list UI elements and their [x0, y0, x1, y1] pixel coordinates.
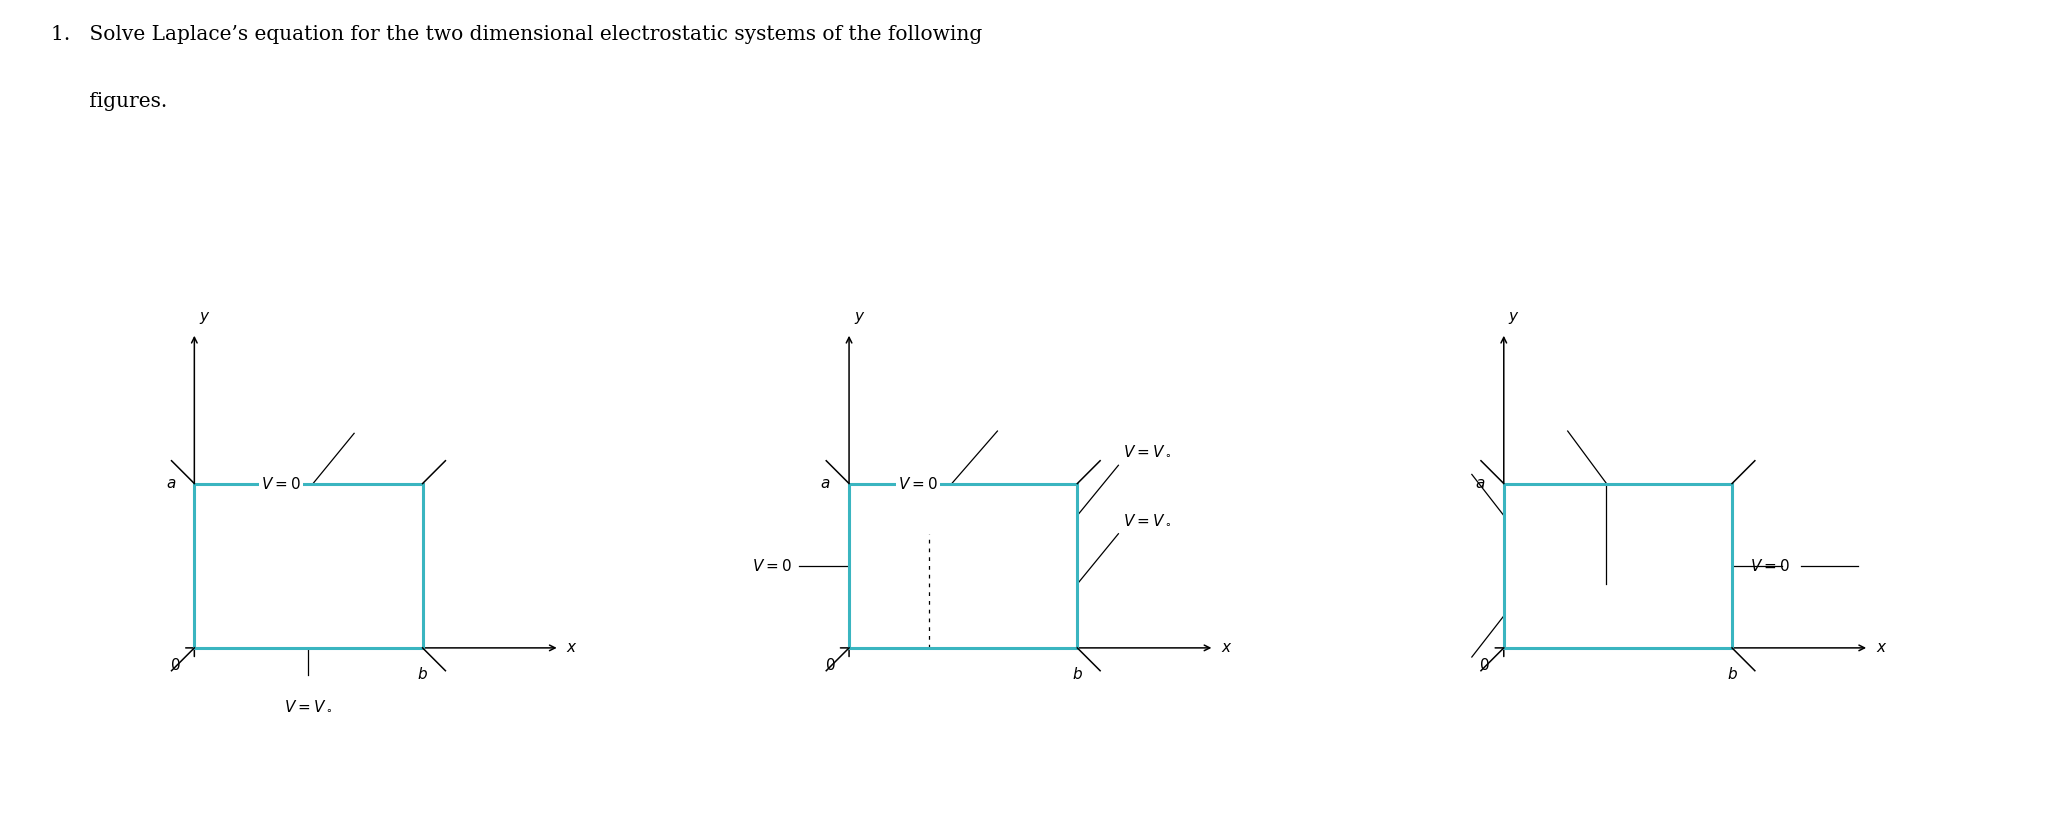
Text: $V = 0$: $V = 0$ [1749, 558, 1790, 574]
Bar [194, 484, 424, 648]
Bar [849, 484, 1078, 648]
Text: $V = 0$: $V = 0$ [898, 475, 937, 491]
Text: $V = 0$: $V = 0$ [262, 475, 301, 491]
Text: $a$: $a$ [166, 476, 176, 490]
Text: $b$: $b$ [1072, 666, 1082, 682]
Text: $x$: $x$ [567, 641, 577, 655]
Text: $V = V_\circ$: $V = V_\circ$ [1123, 444, 1172, 459]
Text: figures.: figures. [51, 92, 168, 111]
Text: $y$: $y$ [853, 310, 865, 326]
Text: $b$: $b$ [417, 666, 428, 682]
Text: 1.   Solve Laplace’s equation for the two dimensional electrostatic systems of t: 1. Solve Laplace’s equation for the two … [51, 25, 982, 44]
Text: $0$: $0$ [170, 657, 180, 673]
Text: $a$: $a$ [820, 476, 831, 490]
Text: $V = 0$: $V = 0$ [753, 558, 792, 574]
Text: $b$: $b$ [1727, 666, 1737, 682]
Text: $V = V_\circ$: $V = V_\circ$ [1123, 512, 1172, 527]
Text: $x$: $x$ [1876, 641, 1886, 655]
Bar [1504, 484, 1733, 648]
Text: $a$: $a$ [1475, 476, 1485, 490]
Text: $y$: $y$ [1508, 310, 1520, 326]
Text: $y$: $y$ [198, 310, 211, 326]
Text: $x$: $x$ [1221, 641, 1232, 655]
Text: $V = V_\circ$: $V = V_\circ$ [284, 698, 333, 713]
Text: $0$: $0$ [825, 657, 835, 673]
Text: $0$: $0$ [1479, 657, 1489, 673]
